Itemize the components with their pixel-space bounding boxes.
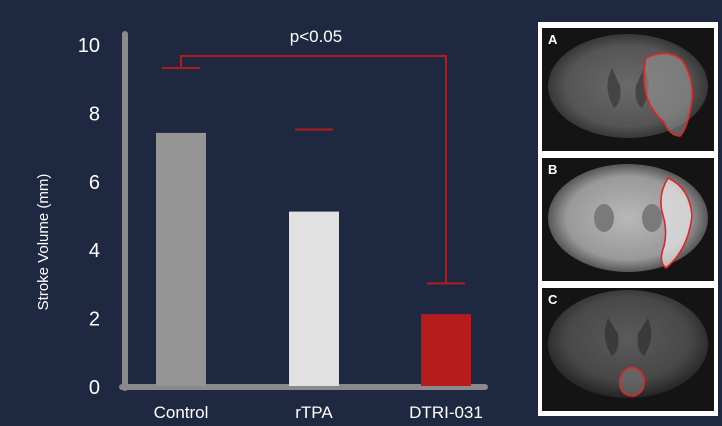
brain-scan-image <box>548 164 708 272</box>
lesion-outline <box>643 52 694 137</box>
lesion-outline <box>618 366 646 397</box>
y-tick-label: 2 <box>89 309 100 331</box>
bar <box>156 132 206 386</box>
x-tick-label: rTPA <box>295 403 333 422</box>
y-tick-label: 6 <box>89 172 100 194</box>
brain-scan-image <box>548 34 708 138</box>
mri-scan-c: C <box>542 288 714 411</box>
scan-letter: A <box>548 32 558 47</box>
mri-scan-a: A <box>542 28 714 151</box>
y-tick-label: 4 <box>89 240 100 262</box>
y-tick-label: 10 <box>78 35 100 57</box>
x-tick-label: Control <box>154 403 209 422</box>
brain-scan-image <box>548 290 708 398</box>
y-axis-label: Stroke Volume (mm) <box>35 174 52 311</box>
scan-letter: B <box>548 162 558 177</box>
scan-letter: C <box>548 292 558 307</box>
significance-label: p<0.05 <box>290 27 342 46</box>
lesion-outline <box>660 176 693 270</box>
bar <box>289 211 339 386</box>
y-tick-label: 8 <box>89 103 100 125</box>
x-tick-label: DTRI-031 <box>409 403 483 422</box>
bar-chart: 0 2 4 6 8 10 Control rTPA DTRI-031 Stroke Volume… <box>35 27 488 422</box>
y-tick-label: 0 <box>89 377 100 399</box>
mri-scan-panel: A B <box>538 22 718 416</box>
mri-scan-b: B <box>542 158 714 281</box>
significance-bracket <box>180 55 447 284</box>
bar <box>421 314 471 386</box>
